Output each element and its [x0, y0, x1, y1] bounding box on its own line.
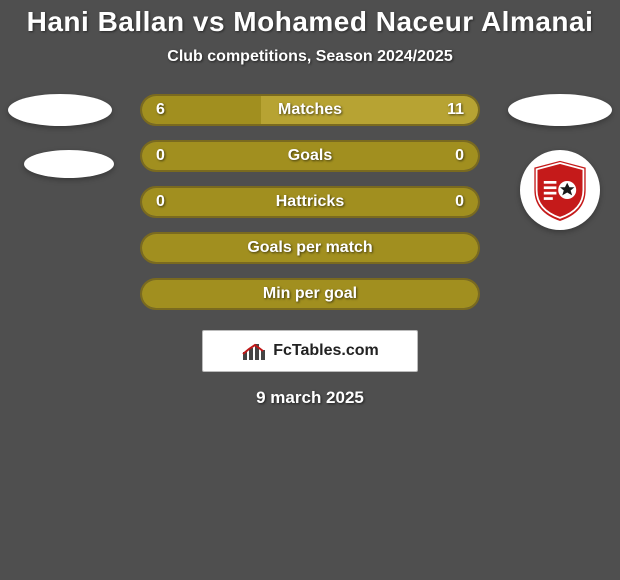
stat-row: Goals 0 0 — [0, 140, 620, 172]
stat-bar: Goals per match — [140, 232, 480, 264]
stat-label: Matches — [278, 101, 342, 119]
stat-row: Hattricks 0 0 — [0, 186, 620, 218]
fctables-logo-text: FcTables.com — [273, 342, 379, 360]
date-text: 9 march 2025 — [256, 388, 364, 408]
stat-bar: Hattricks 0 0 — [140, 186, 480, 218]
stats-area: Matches 6 11 Goals 0 0 Hattricks 0 0 Goals per ma… — [0, 94, 620, 324]
stat-label: Goals — [288, 147, 332, 165]
stat-rows: Matches 6 11 Goals 0 0 Hattricks 0 0 Goals per ma… — [0, 94, 620, 310]
stat-label: Min per goal — [263, 285, 357, 303]
stat-label: Hattricks — [276, 193, 344, 211]
stat-row: Min per goal — [0, 278, 620, 310]
stat-row: Goals per match — [0, 232, 620, 264]
page-title: Hani Ballan vs Mohamed Naceur Almanai — [27, 6, 594, 38]
fctables-logo: FcTables.com — [202, 330, 418, 372]
bar-chart-icon — [241, 340, 267, 362]
stat-value-right: 0 — [455, 193, 464, 211]
stat-label: Goals per match — [247, 239, 372, 257]
stat-value-right: 11 — [447, 101, 464, 119]
stat-bar: Matches 6 11 — [140, 94, 480, 126]
stat-seg-right — [310, 142, 478, 170]
stat-bar: Goals 0 0 — [140, 140, 480, 172]
stat-bar: Min per goal — [140, 278, 480, 310]
comparison-card: Hani Ballan vs Mohamed Naceur Almanai Cl… — [0, 0, 620, 580]
subtitle: Club competitions, Season 2024/2025 — [167, 48, 452, 66]
stat-seg-left — [142, 142, 310, 170]
stat-value-left: 0 — [156, 147, 165, 165]
stat-value-right: 0 — [455, 147, 464, 165]
stat-value-left: 6 — [156, 101, 165, 119]
stat-value-left: 0 — [156, 193, 165, 211]
stat-row: Matches 6 11 — [0, 94, 620, 126]
